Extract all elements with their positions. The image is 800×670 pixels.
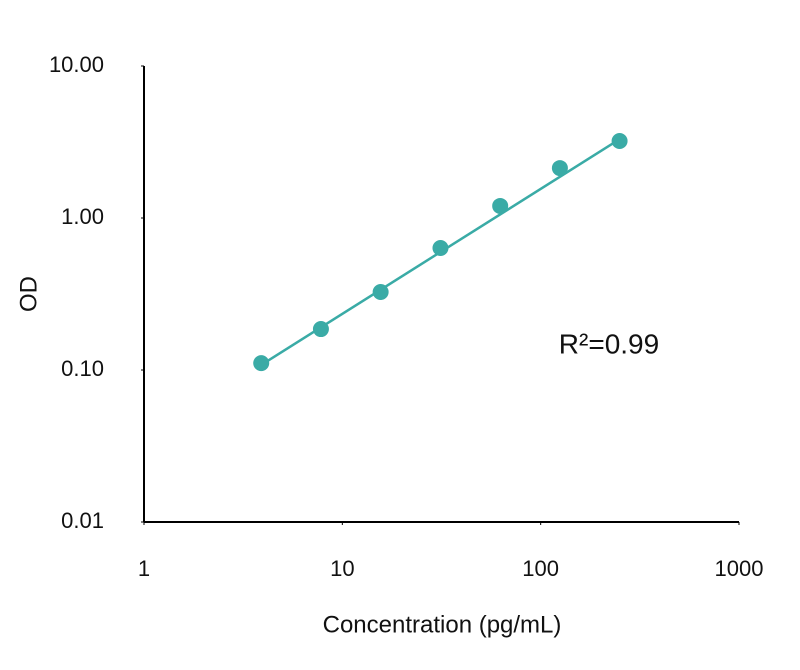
y-tick-label: 0.10 (61, 356, 104, 381)
annotation: R²=0.99 (559, 328, 659, 359)
y-tick-label: 1.00 (61, 204, 104, 229)
data-point (312, 321, 329, 338)
x-axis-label: Concentration (pg/mL) (323, 611, 562, 638)
data-point (551, 160, 568, 177)
data-point (492, 197, 509, 214)
x-tick-label: 100 (522, 556, 559, 581)
y-tick-label: 0.01 (61, 508, 104, 533)
x-tick-label: 10 (330, 556, 354, 581)
data-point (253, 355, 270, 372)
data-point (611, 133, 628, 150)
x-tick-label: 1 (138, 556, 150, 581)
data-point (432, 239, 449, 256)
y-tick-label: 10.00 (49, 52, 104, 77)
data-point (372, 283, 389, 300)
x-tick-label: 1000 (715, 556, 764, 581)
y-axis-label: OD (15, 276, 42, 312)
